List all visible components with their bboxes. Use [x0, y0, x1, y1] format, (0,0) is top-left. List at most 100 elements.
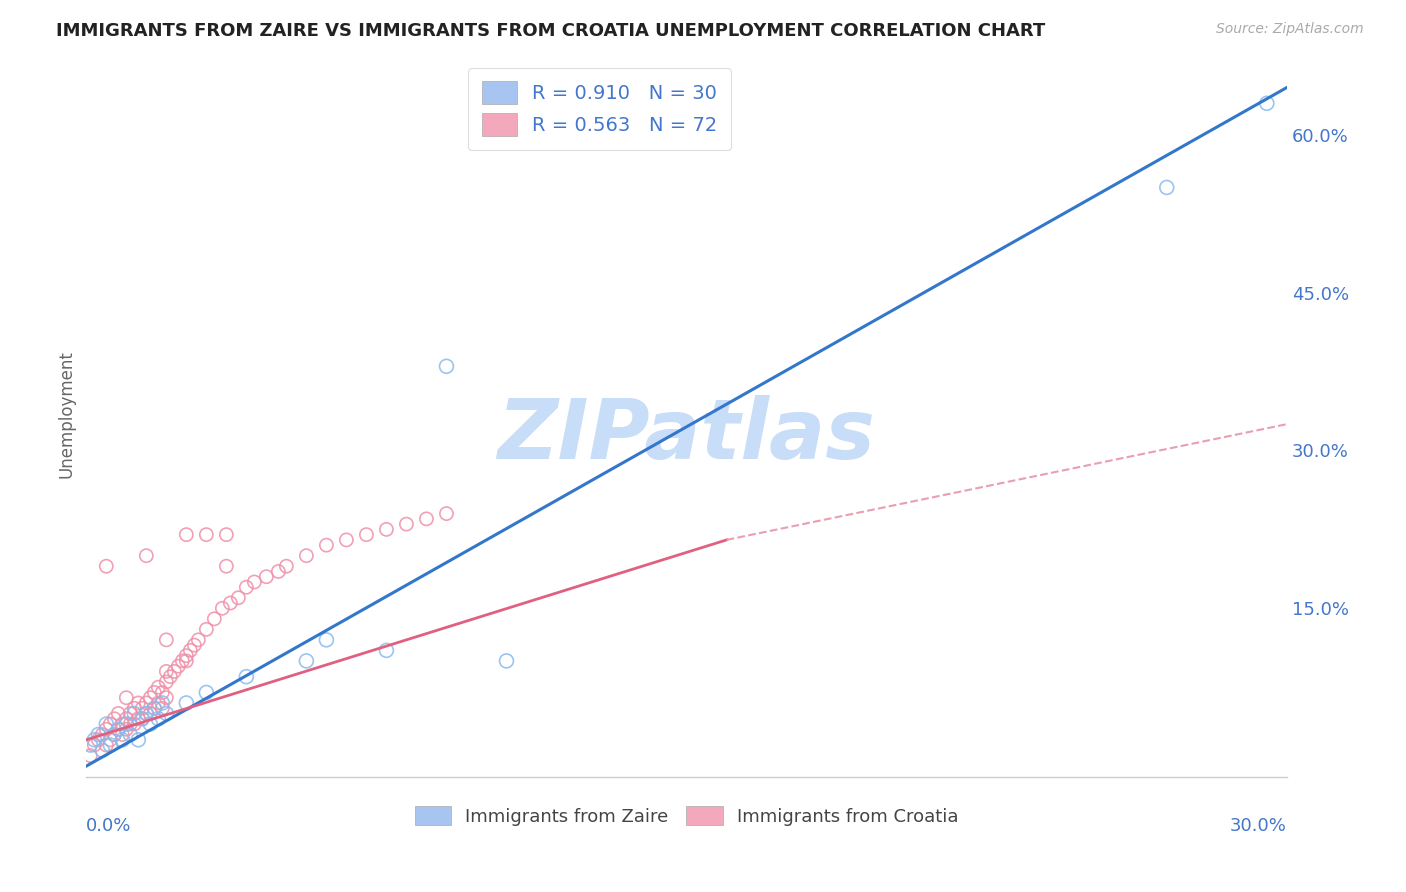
Point: [155, 632, 177, 647]
Point: [176, 696, 198, 710]
Point: [111, 727, 134, 741]
Point: [172, 654, 194, 668]
Point: [124, 701, 146, 715]
Point: [120, 717, 142, 731]
Point: [315, 632, 337, 647]
Point: [98, 738, 121, 752]
Point: [96, 723, 118, 737]
Point: [202, 612, 225, 626]
Point: [111, 717, 134, 731]
Point: [211, 601, 233, 615]
Text: Source: ZipAtlas.com: Source: ZipAtlas.com: [1216, 22, 1364, 37]
Point: [103, 712, 125, 726]
Point: [176, 648, 198, 663]
Point: [135, 549, 157, 563]
Point: [143, 701, 166, 715]
Point: [195, 527, 218, 541]
Point: [91, 727, 114, 741]
Point: [120, 727, 142, 741]
Point: [155, 665, 177, 679]
Point: [215, 527, 238, 541]
Point: [436, 507, 458, 521]
Point: [495, 654, 517, 668]
Text: IMMIGRANTS FROM ZAIRE VS IMMIGRANTS FROM CROATIA UNEMPLOYMENT CORRELATION CHART: IMMIGRANTS FROM ZAIRE VS IMMIGRANTS FROM…: [56, 22, 1046, 40]
Point: [131, 712, 153, 726]
Point: [111, 732, 134, 747]
Point: [159, 670, 181, 684]
Point: [155, 675, 177, 690]
Point: [150, 685, 173, 699]
Point: [356, 527, 378, 541]
Point: [155, 690, 177, 705]
Point: [155, 706, 177, 721]
Point: [96, 717, 118, 731]
Point: [148, 712, 170, 726]
Point: [127, 732, 149, 747]
Point: [127, 696, 149, 710]
Point: [315, 538, 337, 552]
Point: [415, 512, 437, 526]
Point: [143, 685, 166, 699]
Point: [115, 717, 138, 731]
Point: [115, 712, 138, 726]
Point: [254, 570, 277, 584]
Text: 0.0%: 0.0%: [86, 816, 132, 835]
Point: [96, 738, 118, 752]
Point: [1156, 180, 1178, 194]
Point: [195, 685, 218, 699]
Point: [115, 723, 138, 737]
Point: [87, 732, 110, 747]
Point: [335, 533, 357, 547]
Point: [139, 717, 162, 731]
Point: [98, 717, 121, 731]
Point: [83, 738, 105, 752]
Point: [96, 559, 118, 574]
Point: [87, 727, 110, 741]
Point: [148, 696, 170, 710]
Point: [176, 654, 198, 668]
Point: [243, 574, 266, 589]
Point: [124, 717, 146, 731]
Point: [79, 748, 101, 763]
Point: [143, 701, 166, 715]
Point: [167, 659, 190, 673]
Point: [139, 706, 162, 721]
Point: [176, 527, 198, 541]
Point: [98, 732, 121, 747]
Point: [436, 359, 458, 374]
Point: [83, 732, 105, 747]
Text: 30.0%: 30.0%: [1230, 816, 1286, 835]
Point: [131, 701, 153, 715]
Point: [195, 623, 218, 637]
Point: [375, 643, 398, 657]
Point: [228, 591, 250, 605]
Point: [235, 580, 257, 594]
Point: [120, 706, 142, 721]
Legend: Immigrants from Zaire, Immigrants from Croatia: Immigrants from Zaire, Immigrants from C…: [408, 799, 966, 833]
Y-axis label: Unemployment: Unemployment: [58, 350, 75, 477]
Point: [295, 654, 318, 668]
Point: [135, 696, 157, 710]
Point: [179, 643, 201, 657]
Point: [163, 665, 186, 679]
Point: [276, 559, 298, 574]
Point: [103, 727, 125, 741]
Point: [1256, 96, 1278, 111]
Point: [107, 723, 129, 737]
Point: [79, 738, 101, 752]
Point: [375, 522, 398, 536]
Point: [139, 690, 162, 705]
Point: [219, 596, 242, 610]
Point: [150, 701, 173, 715]
Point: [91, 743, 114, 757]
Point: [395, 517, 418, 532]
Point: [115, 690, 138, 705]
Point: [295, 549, 318, 563]
Point: [103, 727, 125, 741]
Point: [183, 638, 205, 652]
Point: [131, 712, 153, 726]
Point: [150, 696, 173, 710]
Point: [107, 723, 129, 737]
Point: [267, 565, 290, 579]
Point: [235, 670, 257, 684]
